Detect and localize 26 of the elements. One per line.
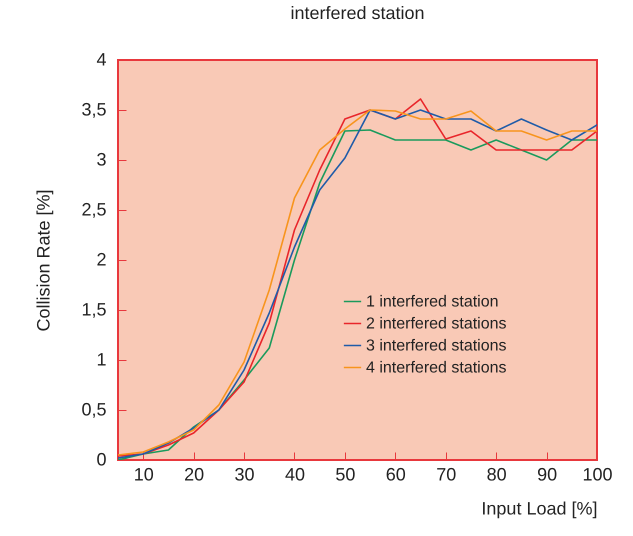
y-axis-title: Collision Rate [%] <box>33 189 54 332</box>
y-tick-label: 0 <box>96 450 106 470</box>
legend-label: 3 interfered stations <box>366 338 507 354</box>
x-tick-label: 40 <box>284 464 305 484</box>
x-tick-label: 10 <box>134 464 154 484</box>
legend-label: 4 interfered stations <box>366 360 507 376</box>
chart-title: interfered station <box>290 3 425 23</box>
x-tick-label: 20 <box>184 464 204 484</box>
x-tick-label: 100 <box>582 464 613 484</box>
y-tick-label: 3 <box>96 150 106 170</box>
y-tick-label: 2,5 <box>81 200 106 220</box>
y-tick-label: 3,5 <box>81 100 106 120</box>
x-tick-label: 30 <box>234 464 255 484</box>
x-tick-label: 60 <box>386 464 406 484</box>
y-tick-label: 2 <box>96 250 106 270</box>
x-axis-title: Input Load [%] <box>481 498 598 518</box>
y-tick-label: 1,5 <box>81 300 106 320</box>
x-tick-label: 50 <box>335 464 356 484</box>
y-tick-label: 4 <box>96 50 106 70</box>
x-tick-label: 70 <box>436 464 456 484</box>
x-tick-label: 90 <box>537 464 558 484</box>
x-tick-label: 80 <box>486 464 507 484</box>
y-tick-label: 0,5 <box>81 400 106 420</box>
legend-label: 1 interfered station <box>366 294 499 310</box>
legend-label: 2 interfered stations <box>366 316 507 332</box>
y-tick-label: 1 <box>96 350 106 370</box>
